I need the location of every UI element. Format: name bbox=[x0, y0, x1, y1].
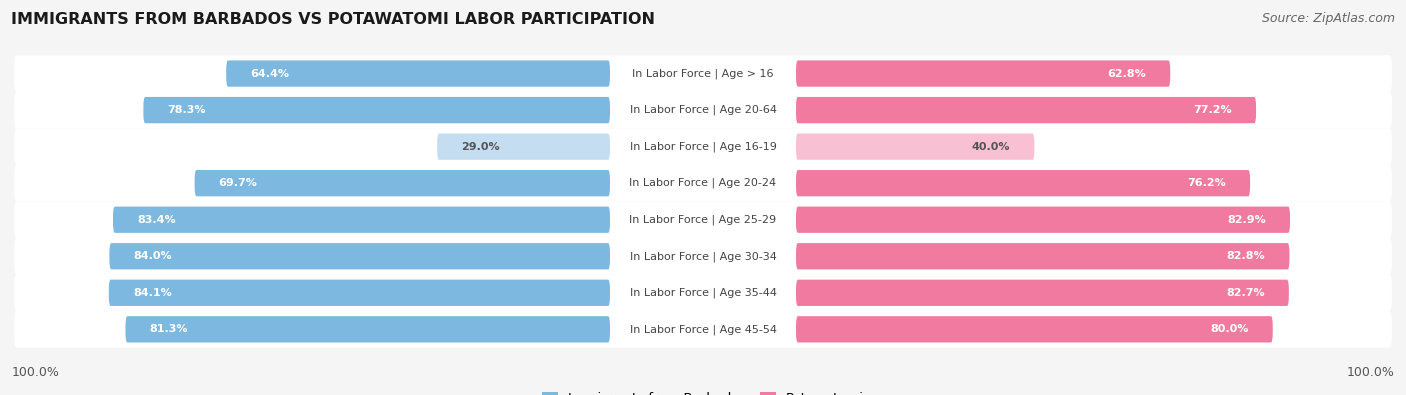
FancyBboxPatch shape bbox=[125, 316, 610, 342]
Text: 82.8%: 82.8% bbox=[1226, 251, 1265, 261]
FancyBboxPatch shape bbox=[796, 170, 1250, 196]
Text: 81.3%: 81.3% bbox=[149, 324, 188, 334]
Text: 82.9%: 82.9% bbox=[1227, 215, 1265, 225]
FancyBboxPatch shape bbox=[143, 97, 610, 123]
FancyBboxPatch shape bbox=[796, 60, 1170, 87]
FancyBboxPatch shape bbox=[437, 134, 610, 160]
Text: 80.0%: 80.0% bbox=[1211, 324, 1249, 334]
FancyBboxPatch shape bbox=[796, 97, 1256, 123]
FancyBboxPatch shape bbox=[112, 207, 610, 233]
Text: In Labor Force | Age 16-19: In Labor Force | Age 16-19 bbox=[630, 141, 776, 152]
Text: In Labor Force | Age 35-44: In Labor Force | Age 35-44 bbox=[630, 288, 776, 298]
Text: 77.2%: 77.2% bbox=[1194, 105, 1232, 115]
Text: 84.0%: 84.0% bbox=[134, 251, 172, 261]
FancyBboxPatch shape bbox=[14, 275, 1392, 311]
Text: IMMIGRANTS FROM BARBADOS VS POTAWATOMI LABOR PARTICIPATION: IMMIGRANTS FROM BARBADOS VS POTAWATOMI L… bbox=[11, 12, 655, 27]
Text: 40.0%: 40.0% bbox=[972, 142, 1011, 152]
Text: In Labor Force | Age 30-34: In Labor Force | Age 30-34 bbox=[630, 251, 776, 261]
FancyBboxPatch shape bbox=[14, 165, 1392, 201]
Text: 78.3%: 78.3% bbox=[167, 105, 207, 115]
FancyBboxPatch shape bbox=[796, 134, 1035, 160]
Text: 100.0%: 100.0% bbox=[11, 366, 59, 379]
Text: 29.0%: 29.0% bbox=[461, 142, 501, 152]
FancyBboxPatch shape bbox=[14, 92, 1392, 128]
Text: 84.1%: 84.1% bbox=[134, 288, 172, 298]
FancyBboxPatch shape bbox=[796, 207, 1291, 233]
FancyBboxPatch shape bbox=[226, 60, 610, 87]
Text: Source: ZipAtlas.com: Source: ZipAtlas.com bbox=[1261, 12, 1395, 25]
FancyBboxPatch shape bbox=[14, 311, 1392, 348]
FancyBboxPatch shape bbox=[14, 55, 1392, 92]
FancyBboxPatch shape bbox=[194, 170, 610, 196]
FancyBboxPatch shape bbox=[108, 280, 610, 306]
Text: 64.4%: 64.4% bbox=[250, 69, 290, 79]
Text: 82.7%: 82.7% bbox=[1226, 288, 1265, 298]
FancyBboxPatch shape bbox=[14, 238, 1392, 275]
Text: In Labor Force | Age 25-29: In Labor Force | Age 25-29 bbox=[630, 214, 776, 225]
FancyBboxPatch shape bbox=[796, 316, 1272, 342]
Text: 62.8%: 62.8% bbox=[1108, 69, 1146, 79]
Text: In Labor Force | Age 20-24: In Labor Force | Age 20-24 bbox=[630, 178, 776, 188]
Text: In Labor Force | Age 45-54: In Labor Force | Age 45-54 bbox=[630, 324, 776, 335]
Text: In Labor Force | Age > 16: In Labor Force | Age > 16 bbox=[633, 68, 773, 79]
Text: 76.2%: 76.2% bbox=[1187, 178, 1226, 188]
FancyBboxPatch shape bbox=[796, 280, 1289, 306]
Text: 100.0%: 100.0% bbox=[1347, 366, 1395, 379]
Legend: Immigrants from Barbados, Potawatomi: Immigrants from Barbados, Potawatomi bbox=[541, 392, 865, 395]
FancyBboxPatch shape bbox=[14, 128, 1392, 165]
Text: In Labor Force | Age 20-64: In Labor Force | Age 20-64 bbox=[630, 105, 776, 115]
Text: 83.4%: 83.4% bbox=[138, 215, 176, 225]
FancyBboxPatch shape bbox=[796, 243, 1289, 269]
FancyBboxPatch shape bbox=[14, 201, 1392, 238]
FancyBboxPatch shape bbox=[110, 243, 610, 269]
Text: 69.7%: 69.7% bbox=[219, 178, 257, 188]
